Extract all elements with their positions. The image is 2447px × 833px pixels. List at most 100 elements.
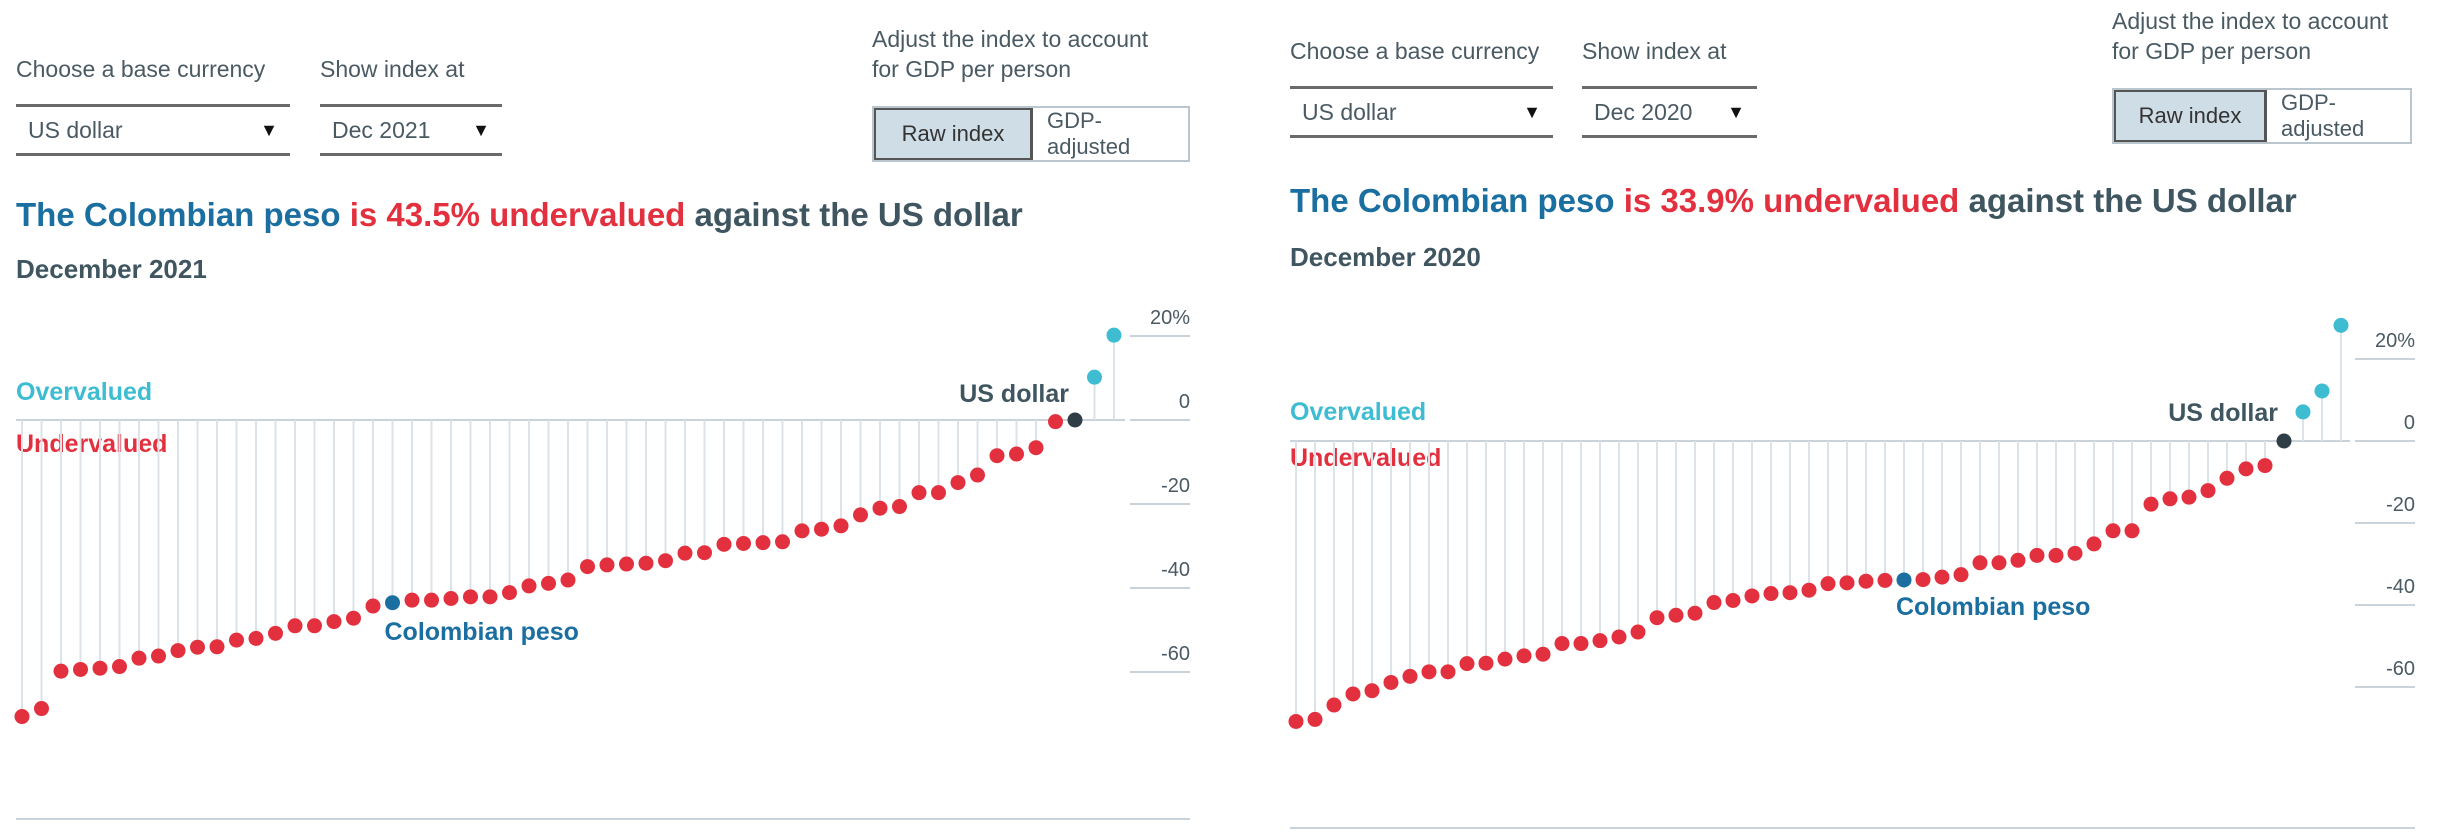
data-point[interactable] bbox=[365, 598, 381, 614]
data-point[interactable] bbox=[2029, 547, 2045, 563]
data-point[interactable] bbox=[14, 709, 30, 725]
data-point[interactable] bbox=[1877, 572, 1893, 588]
data-point[interactable] bbox=[950, 475, 966, 491]
data-point[interactable] bbox=[1801, 582, 1817, 598]
data-point[interactable] bbox=[1478, 655, 1494, 671]
data-point[interactable] bbox=[794, 523, 810, 539]
data-point[interactable] bbox=[1440, 664, 1456, 680]
data-point[interactable] bbox=[1326, 697, 1342, 713]
data-point[interactable] bbox=[463, 589, 478, 605]
data-point[interactable] bbox=[1858, 573, 1874, 589]
data-point[interactable] bbox=[1725, 592, 1741, 608]
data-point[interactable] bbox=[716, 536, 732, 552]
data-point[interactable] bbox=[2143, 496, 2159, 512]
data-point[interactable] bbox=[2086, 536, 2102, 552]
currency-select[interactable]: US dollar ▼ bbox=[1290, 86, 1553, 138]
data-point[interactable] bbox=[1009, 446, 1024, 462]
data-point[interactable] bbox=[521, 578, 537, 594]
data-point[interactable] bbox=[658, 553, 673, 569]
data-point[interactable] bbox=[814, 521, 829, 537]
data-point[interactable] bbox=[1820, 576, 1836, 592]
data-point[interactable] bbox=[2067, 545, 2083, 561]
data-point[interactable] bbox=[2181, 489, 2197, 505]
data-point-colombian-peso[interactable] bbox=[385, 595, 400, 611]
data-point[interactable] bbox=[2105, 523, 2121, 539]
data-point[interactable] bbox=[541, 575, 556, 591]
data-point[interactable] bbox=[502, 585, 517, 601]
data-point[interactable] bbox=[248, 630, 264, 646]
data-point[interactable] bbox=[1554, 636, 1570, 652]
data-point[interactable] bbox=[599, 557, 615, 573]
data-point[interactable] bbox=[209, 639, 225, 655]
data-point[interactable] bbox=[1744, 588, 1760, 604]
data-point[interactable] bbox=[170, 643, 186, 659]
data-point[interactable] bbox=[638, 555, 654, 571]
data-point[interactable] bbox=[1106, 327, 1122, 343]
data-point[interactable] bbox=[1763, 586, 1779, 602]
data-point[interactable] bbox=[1649, 610, 1665, 626]
data-point-us-dollar[interactable] bbox=[1067, 412, 1083, 428]
data-point[interactable] bbox=[775, 534, 790, 550]
data-point[interactable] bbox=[151, 648, 166, 664]
data-point[interactable] bbox=[697, 545, 712, 561]
raw-index-button[interactable]: Raw index bbox=[2114, 90, 2267, 142]
data-point[interactable] bbox=[73, 661, 88, 677]
data-point[interactable] bbox=[1402, 668, 1418, 684]
data-point[interactable] bbox=[892, 499, 907, 515]
data-point[interactable] bbox=[53, 663, 69, 679]
data-point[interactable] bbox=[1048, 414, 1063, 430]
data-point[interactable] bbox=[1307, 711, 1323, 727]
data-point[interactable] bbox=[287, 618, 303, 634]
data-point[interactable] bbox=[326, 614, 342, 630]
data-point[interactable] bbox=[677, 545, 693, 561]
data-point[interactable] bbox=[268, 625, 283, 641]
data-point[interactable] bbox=[2333, 317, 2349, 333]
data-point[interactable] bbox=[92, 660, 108, 676]
data-point[interactable] bbox=[1839, 575, 1855, 591]
data-point[interactable] bbox=[1535, 646, 1551, 662]
data-point[interactable] bbox=[1087, 369, 1102, 385]
data-point[interactable] bbox=[2219, 470, 2235, 486]
date-select[interactable]: Dec 2020 ▼ bbox=[1582, 86, 1757, 138]
data-point[interactable] bbox=[1706, 595, 1722, 611]
data-point[interactable] bbox=[2124, 523, 2140, 539]
data-point[interactable] bbox=[970, 467, 985, 483]
data-point[interactable] bbox=[2257, 458, 2273, 474]
data-point[interactable] bbox=[736, 535, 751, 551]
data-point[interactable] bbox=[619, 556, 634, 572]
data-point[interactable] bbox=[2048, 547, 2064, 563]
data-point[interactable] bbox=[911, 485, 927, 501]
index-toggle[interactable]: Raw index GDP-adjusted bbox=[2112, 88, 2412, 144]
data-point[interactable] bbox=[2162, 491, 2178, 507]
data-point[interactable] bbox=[1421, 664, 1437, 680]
data-point[interactable] bbox=[2295, 404, 2311, 420]
data-point[interactable] bbox=[34, 701, 49, 717]
data-point-us-dollar[interactable] bbox=[2276, 433, 2292, 449]
data-point[interactable] bbox=[131, 650, 147, 666]
data-point[interactable] bbox=[2238, 461, 2254, 477]
data-point[interactable] bbox=[482, 589, 498, 605]
data-point[interactable] bbox=[2314, 383, 2330, 399]
data-point[interactable] bbox=[1972, 555, 1988, 571]
index-toggle[interactable]: Raw index GDP-adjusted bbox=[872, 106, 1190, 162]
data-point[interactable] bbox=[1592, 633, 1608, 649]
data-point[interactable] bbox=[1573, 636, 1589, 652]
data-point[interactable] bbox=[1687, 605, 1703, 621]
data-point[interactable] bbox=[853, 507, 868, 523]
data-point[interactable] bbox=[1516, 648, 1532, 664]
data-point[interactable] bbox=[1345, 686, 1361, 702]
data-point[interactable] bbox=[307, 618, 322, 634]
date-select[interactable]: Dec 2021 ▼ bbox=[320, 104, 502, 156]
data-point[interactable] bbox=[1383, 674, 1399, 690]
data-point[interactable] bbox=[1630, 624, 1646, 640]
data-point[interactable] bbox=[1991, 555, 2007, 571]
data-point[interactable] bbox=[1288, 713, 1304, 729]
data-point[interactable] bbox=[2010, 552, 2026, 568]
gdp-adjusted-button[interactable]: GDP-adjusted bbox=[2281, 90, 2365, 141]
data-point[interactable] bbox=[1459, 656, 1475, 672]
data-point[interactable] bbox=[112, 659, 127, 675]
data-point[interactable] bbox=[1668, 607, 1684, 623]
data-point[interactable] bbox=[580, 559, 595, 575]
data-point[interactable] bbox=[989, 448, 1005, 464]
currency-select[interactable]: US dollar ▼ bbox=[16, 104, 290, 156]
